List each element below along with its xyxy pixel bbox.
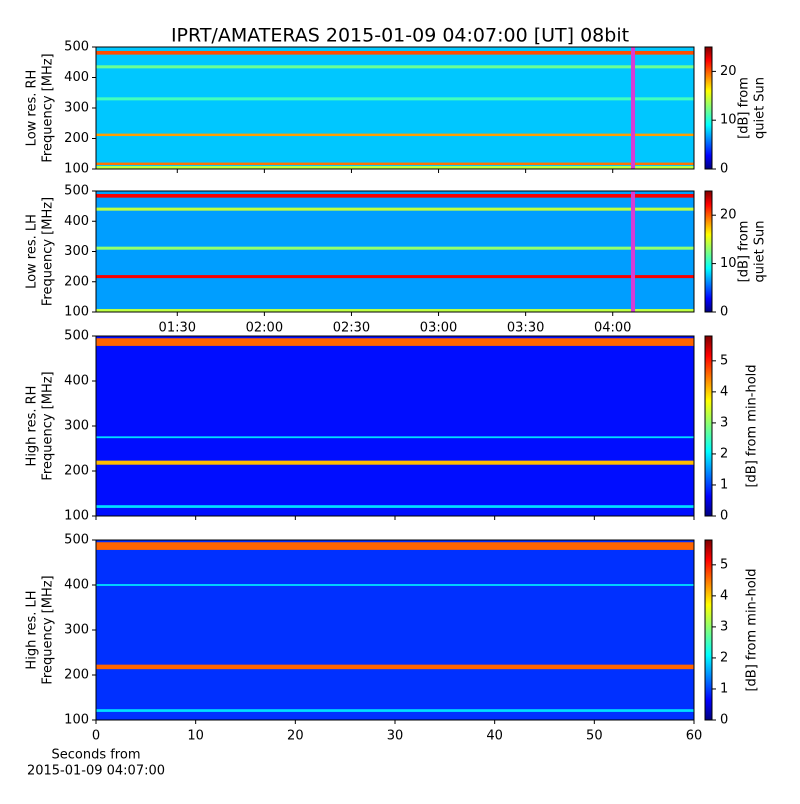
colorbar-tick-label: 20: [720, 208, 737, 223]
y-tick-label: 300: [64, 244, 89, 259]
y-tick-label: 100: [64, 162, 89, 177]
x-tick-label: 10: [187, 729, 204, 744]
colorbar-label: [dB] from min-hold: [745, 568, 760, 691]
colorbar-tick-label: 0: [720, 509, 728, 524]
colorbar: [704, 539, 713, 721]
y-tick-label: 100: [64, 509, 89, 524]
x-tick-label: 04:00: [594, 321, 631, 336]
colorbar-tick-label: 1: [720, 681, 728, 696]
heatmap-background: [96, 191, 694, 312]
y-tick-label: 400: [64, 374, 89, 389]
colorbar-tick-label: 0: [720, 305, 728, 320]
y-tick-label: 300: [64, 101, 89, 116]
heatmap-band: [96, 246, 694, 250]
y-tick-label: 500: [64, 40, 89, 55]
colorbar-label: quiet Sun: [753, 77, 768, 139]
colorbar: [704, 335, 713, 517]
y-axis-label: Frequency [MHz]: [41, 575, 56, 684]
y-axis-label: Frequency [MHz]: [41, 371, 56, 480]
y-tick-label: 200: [64, 274, 89, 289]
colorbar-tick-label: 2: [720, 446, 728, 461]
x-axis-label: Seconds from: [51, 748, 140, 763]
heatmap-band: [96, 275, 694, 279]
heatmap-band: [96, 308, 694, 312]
heatmap-band: [96, 162, 694, 166]
y-axis-label: Frequency [MHz]: [41, 197, 56, 306]
x-tick-label: 0: [92, 729, 100, 744]
y-tick-label: 100: [64, 713, 89, 728]
heatmap-band: [96, 709, 694, 712]
colorbar-tick-label: 0: [720, 162, 728, 177]
y-tick-label: 200: [64, 668, 89, 683]
heatmap-band: [96, 542, 694, 550]
y-axis-label: Low res. LH: [25, 214, 40, 289]
y-axis-label: High res. LH: [25, 590, 40, 669]
x-tick-label: 02:30: [333, 321, 370, 336]
y-tick-label: 300: [64, 419, 89, 434]
colorbar-tick-label: 10: [720, 113, 737, 128]
heatmap-band: [96, 460, 694, 465]
colorbar-tick-label: 5: [720, 557, 728, 572]
x-tick-label: 03:00: [420, 321, 457, 336]
colorbar-tick-label: 3: [720, 619, 728, 634]
heatmap-band: [96, 664, 694, 670]
colorbar: [704, 46, 713, 170]
y-tick-label: 400: [64, 578, 89, 593]
y-tick-label: 400: [64, 214, 89, 229]
colorbar-tick-label: 5: [720, 353, 728, 368]
colorbar-tick-label: 0: [720, 713, 728, 728]
x-tick-label: 20: [287, 729, 304, 744]
y-tick-label: 400: [64, 70, 89, 85]
heatmap-band: [96, 207, 694, 211]
colorbar-tick-label: 10: [720, 256, 737, 271]
y-tick-label: 300: [64, 623, 89, 638]
colorbar-tick-label: 4: [720, 384, 728, 399]
heatmap-band: [96, 338, 694, 346]
x-tick-label: 60: [686, 729, 703, 744]
x-tick-label: 30: [387, 729, 404, 744]
colorbar-tick-label: 4: [720, 588, 728, 603]
heatmap-band: [96, 584, 694, 586]
x-tick-label: 03:30: [507, 321, 544, 336]
colorbar-tick-label: 20: [720, 64, 737, 79]
x-tick-label: 40: [486, 729, 503, 744]
heatmap-band: [96, 194, 694, 198]
y-tick-label: 500: [64, 533, 89, 548]
heatmap-band: [96, 65, 694, 69]
heatmap-background: [96, 540, 694, 720]
x-tick-label: 50: [586, 729, 603, 744]
heatmap-background: [96, 336, 694, 516]
heatmap-band: [96, 133, 694, 137]
y-axis-label: Frequency [MHz]: [41, 53, 56, 162]
heatmap-band: [96, 165, 694, 169]
colorbar-label: [dB] from: [737, 77, 752, 139]
y-tick-label: 200: [64, 131, 89, 146]
colorbar: [704, 190, 713, 313]
heatmap-band: [96, 505, 694, 508]
x-tick-label: 02:00: [246, 321, 283, 336]
x-tick-label: 01:30: [159, 321, 196, 336]
y-tick-label: 500: [64, 184, 89, 199]
time-marker: [631, 47, 636, 169]
heatmap-band: [96, 436, 694, 439]
y-tick-label: 200: [64, 464, 89, 479]
y-axis-label: Low res. RH: [25, 70, 40, 147]
colorbar-label: [dB] from min-hold: [745, 364, 760, 487]
colorbar-label: quiet Sun: [753, 220, 768, 282]
colorbar-label: [dB] from: [737, 221, 752, 283]
x-axis-label: 2015-01-09 04:07:00: [27, 764, 165, 779]
colorbar-tick-label: 2: [720, 650, 728, 665]
time-marker: [631, 191, 636, 312]
chart-title: IPRT/AMATERAS 2015-01-09 04:07:00 [UT] 0…: [171, 25, 629, 47]
y-tick-label: 500: [64, 329, 89, 344]
y-tick-label: 100: [64, 305, 89, 320]
colorbar-tick-label: 1: [720, 477, 728, 492]
heatmap-band: [96, 97, 694, 101]
y-axis-label: High res. RH: [25, 386, 40, 467]
heatmap-band: [96, 50, 694, 55]
colorbar-tick-label: 3: [720, 415, 728, 430]
